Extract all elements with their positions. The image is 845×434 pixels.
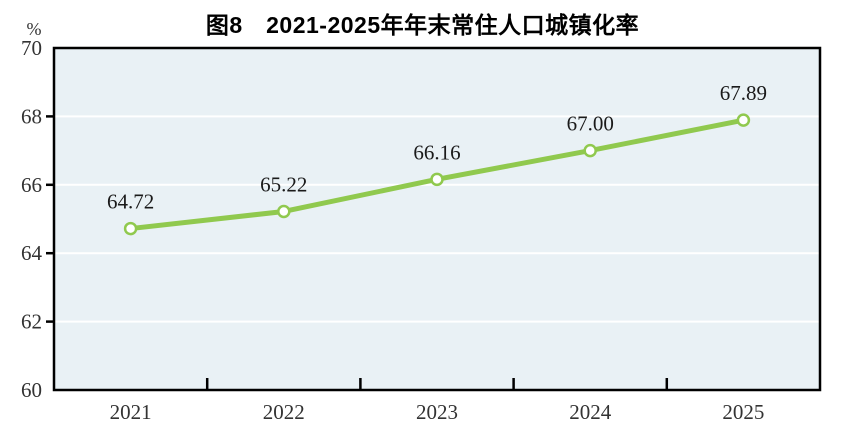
- chart-title: 图8 2021-2025年年末常住人口城镇化率: [205, 12, 640, 38]
- y-tick-label: 64: [21, 241, 43, 265]
- y-tick-label: 68: [21, 104, 42, 128]
- data-point-marker: [277, 204, 291, 219]
- data-point-marker: [430, 172, 444, 187]
- data-point-marker: [583, 143, 597, 158]
- data-value-label: 67.00: [567, 112, 614, 136]
- plot-border: [52, 46, 822, 392]
- plot-background: [54, 48, 820, 390]
- data-point-marker: [736, 113, 751, 127]
- x-tick-label: 2021: [110, 400, 152, 424]
- x-tick-label: 2022: [263, 400, 305, 424]
- x-tick-label: 2024: [569, 400, 612, 424]
- y-tick-label: 62: [21, 310, 42, 334]
- y-tick-label: 70: [21, 36, 42, 60]
- data-value-label: 65.22: [260, 172, 307, 196]
- y-tick-label: 60: [21, 378, 42, 402]
- data-value-label: 64.72: [107, 190, 154, 214]
- y-axis-unit-label: %: [26, 19, 42, 39]
- data-point-marker: [123, 221, 138, 236]
- x-tick-label: 2023: [416, 400, 458, 424]
- y-tick-label: 66: [21, 173, 42, 197]
- data-value-label: 67.89: [720, 81, 767, 105]
- data-value-label: 66.16: [413, 140, 460, 164]
- x-tick-label: 2025: [722, 400, 764, 424]
